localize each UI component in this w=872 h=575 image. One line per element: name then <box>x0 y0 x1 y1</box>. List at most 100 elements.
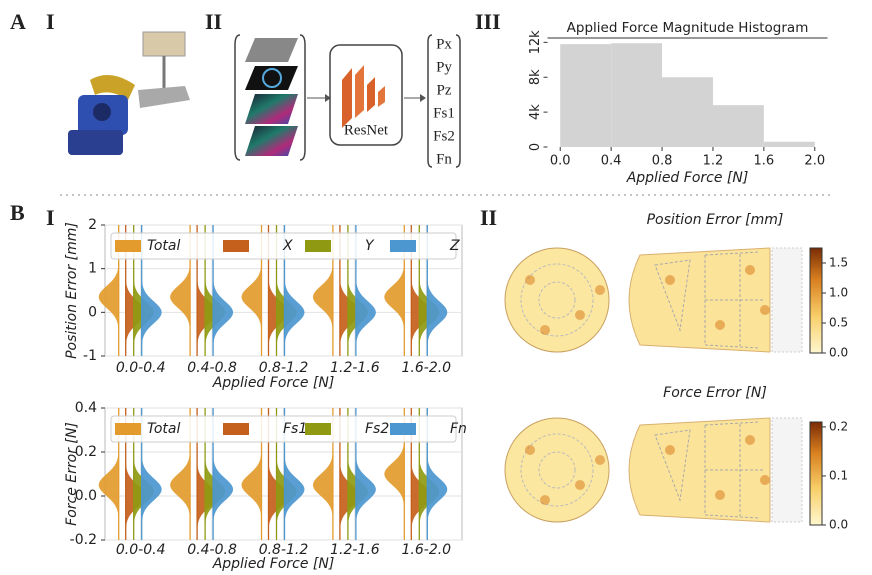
violin <box>170 445 191 525</box>
robot-photo <box>68 31 190 155</box>
x-tick-label: 0.0-0.4 <box>116 542 166 558</box>
x-tick-label: 0.8-1.2 <box>259 542 309 558</box>
legend-label: Total <box>147 421 180 437</box>
legend-swatch <box>223 240 249 252</box>
legend-label: Fn <box>450 421 467 437</box>
violin <box>284 449 305 530</box>
x-tick-label: 1.6-2.0 <box>402 542 452 558</box>
sensor-top-view <box>504 247 610 353</box>
violin <box>384 434 405 514</box>
output-label: Pz <box>437 82 452 98</box>
violin <box>98 257 119 338</box>
violin <box>384 257 405 338</box>
error-spot <box>525 445 535 455</box>
heatmap-title: Force Error [N] <box>663 385 767 401</box>
colorbar-tick-label: 0.5 <box>829 316 848 330</box>
violin <box>241 445 262 525</box>
error-spot <box>595 285 605 295</box>
resnet-block <box>329 34 461 168</box>
panel-label: II <box>480 205 497 230</box>
bar <box>611 43 663 148</box>
y-tick-label: 0 <box>528 143 543 151</box>
output-label: Py <box>436 59 452 75</box>
error-spot <box>540 495 550 505</box>
x-tick-label: 0.4 <box>601 154 622 169</box>
x-tick-label: 1.2 <box>703 154 724 169</box>
x-tick-label: 0.0-0.4 <box>116 360 166 376</box>
legend-swatch <box>390 423 416 435</box>
legend-swatch <box>305 240 331 252</box>
x-tick-label: 0.4-0.8 <box>187 360 237 376</box>
x-tick-label: 0.0 <box>550 154 571 169</box>
y-tick-label: -1 <box>83 348 97 364</box>
output-label: Fn <box>436 151 452 167</box>
x-tick-label: 1.2-1.6 <box>330 542 380 558</box>
violin <box>427 272 448 353</box>
colorbar-tick-label: 0.2 <box>829 419 848 433</box>
violin <box>141 449 162 530</box>
legend-swatch <box>390 240 416 252</box>
legend <box>110 232 457 260</box>
legend-swatch <box>115 423 141 435</box>
x-tick-label: 0.8 <box>652 154 673 169</box>
x-axis-label: Applied Force [N] <box>212 375 335 391</box>
y-tick-label: 2 <box>88 217 97 233</box>
y-tick-label: 4k <box>528 104 543 120</box>
y-axis-label: Force Error [N] <box>64 422 80 526</box>
error-spot <box>595 455 605 465</box>
y-tick-label: 8k <box>528 69 543 85</box>
bar <box>560 44 612 147</box>
error-spot <box>715 320 725 330</box>
error-spot <box>665 445 675 455</box>
error-spot <box>745 265 755 275</box>
violin <box>141 272 162 353</box>
violin <box>427 449 448 530</box>
legend-swatch <box>305 423 331 435</box>
legend-label: Fs2 <box>365 421 389 437</box>
bar <box>763 141 815 147</box>
sensor-tip <box>771 247 803 353</box>
panel-label: A <box>10 9 26 34</box>
x-tick-label: 0.4-0.8 <box>187 542 237 558</box>
output-label: Fs2 <box>433 128 455 144</box>
legend-label: X <box>282 238 293 254</box>
y-tick-label: -0.2 <box>70 532 97 548</box>
output-label: Px <box>436 36 452 52</box>
colorbar-tick-label: 1.0 <box>829 286 848 300</box>
x-tick-label: 1.6-2.0 <box>402 360 452 376</box>
violin <box>170 257 191 338</box>
x-tick-label: 1.6 <box>754 154 775 169</box>
y-tick-label: 12k <box>528 30 543 55</box>
sensor-mesh <box>654 421 765 519</box>
legend-label: Z <box>449 238 460 254</box>
colorbar-tick-label: 0.1 <box>829 468 848 482</box>
violin <box>213 272 234 353</box>
chart-title: Applied Force Magnitude Histogram <box>567 20 809 36</box>
image-stack <box>234 34 331 161</box>
x-tick-label: 1.2-1.6 <box>330 360 380 376</box>
error-spot <box>715 490 725 500</box>
x-tick-label: 0.8-1.2 <box>259 360 309 376</box>
bar <box>712 105 764 147</box>
legend-label: Total <box>147 238 180 254</box>
error-spot <box>745 435 755 445</box>
y-tick-label: 0.2 <box>75 444 97 460</box>
colorbar-tick-label: 1.5 <box>829 256 848 270</box>
legend-label: Y <box>365 238 375 254</box>
violin <box>213 449 234 530</box>
error-spot <box>665 275 675 285</box>
error-spot <box>760 305 770 315</box>
violin <box>312 257 333 338</box>
legend-swatch <box>223 423 249 435</box>
error-spot <box>540 325 550 335</box>
legend-label: Fs1 <box>283 421 307 437</box>
violin <box>355 449 376 530</box>
violin <box>312 445 333 525</box>
x-axis-label: Applied Force [N] <box>212 556 335 572</box>
sensor-ring <box>520 433 594 507</box>
sensor-side-view <box>628 247 771 353</box>
x-tick-label: 2.0 <box>804 154 825 169</box>
panel-label: B <box>10 200 25 225</box>
sensor-ring <box>520 263 594 337</box>
panel-label: I <box>46 205 55 230</box>
